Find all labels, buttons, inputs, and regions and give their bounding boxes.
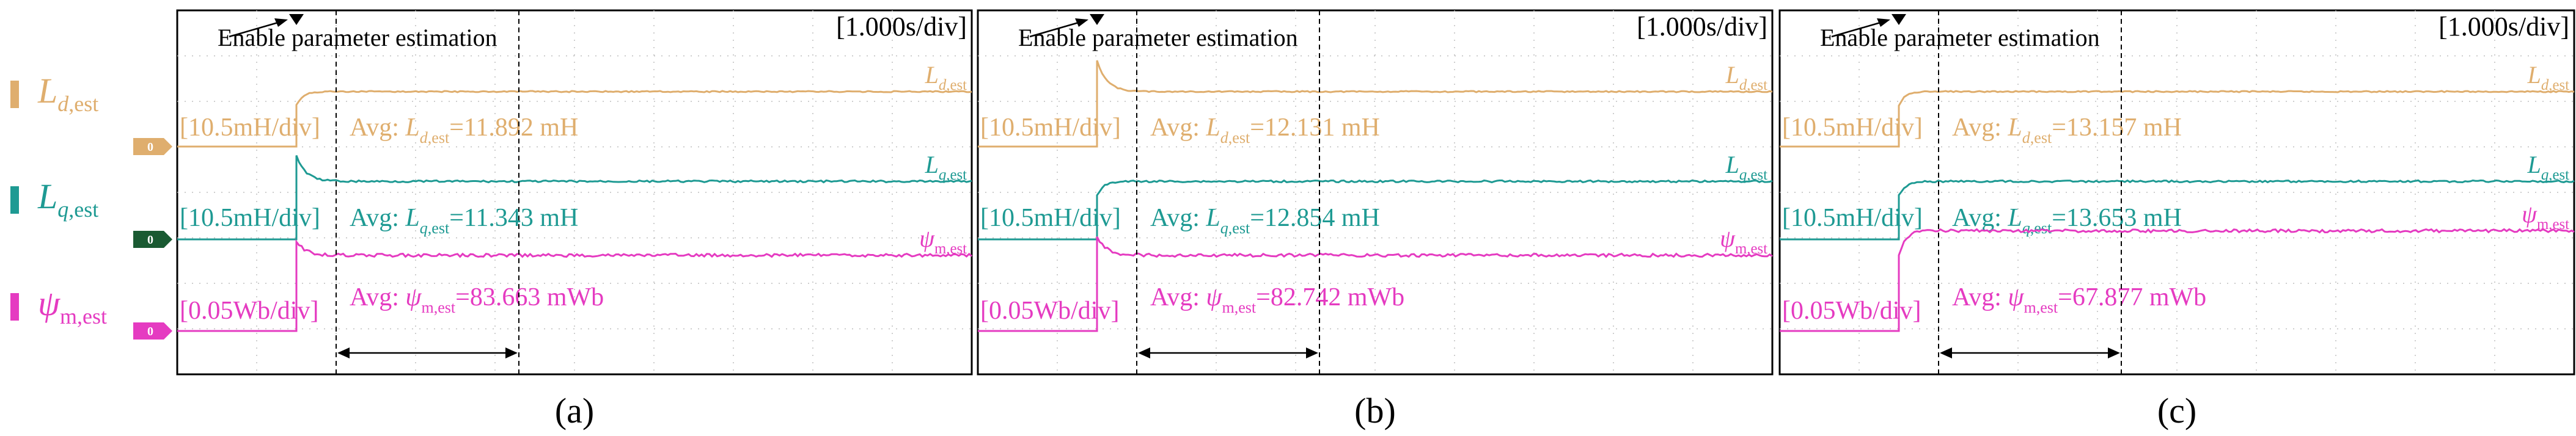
average-value: Avg: Lq,est​=13.653 mH <box>1952 204 2182 237</box>
arrow-head-right <box>2108 347 2120 358</box>
trigger-marker <box>1892 14 1906 25</box>
legend-swatch <box>10 186 19 214</box>
legend-item-0: Ld,est <box>10 71 98 116</box>
ground-marker-label: 0 <box>147 233 153 247</box>
trigger-marker <box>1090 14 1104 25</box>
ground-marker-label: 0 <box>147 325 153 338</box>
panel-caption: (a) <box>555 391 594 431</box>
arrow-head-left <box>1940 347 1952 358</box>
legend-label: Lq,est <box>37 176 98 222</box>
legend-swatch <box>10 81 19 108</box>
trace-Ld,est <box>978 60 1773 148</box>
average-value: Avg: Lq,est​=12.854 mH <box>1150 204 1380 237</box>
arrow-head-right <box>1306 347 1318 358</box>
scope-panel-1: Ld,est​ [10.5mH/div] Avg: Ld,est​=11.892 m… <box>176 9 973 376</box>
average-value: Avg: Lq,est​=11.343 mH <box>350 204 578 237</box>
trace-label: ψm,est​ <box>2522 200 2569 233</box>
annotation-arrow <box>1831 20 1887 38</box>
trace-label: Lq,est​ <box>925 151 967 183</box>
average-value: Avg: Ld,est​=13.157 mH <box>1952 114 2182 147</box>
enable-annotation: Enable parameter estimation <box>1820 24 2100 51</box>
scope-panel-2: Ld,est​ [10.5mH/div] Avg: Ld,est​=12.131 m… <box>977 9 1774 376</box>
scale-label: [0.05Wb/div] <box>180 297 318 325</box>
trace-label: Lq,est​ <box>2527 151 2570 183</box>
trace-psi_m,est <box>177 239 972 332</box>
scale-label: [10.5mH/div] <box>1782 114 1923 142</box>
trace-label: Ld,est​ <box>925 61 967 93</box>
arrow-head-left <box>1138 347 1150 358</box>
trace-label: Ld,est​ <box>1725 61 1768 93</box>
trace-Lq,est <box>177 155 972 241</box>
legend-label: Ld,est <box>37 71 98 116</box>
legend-item-1: Lq,est <box>10 176 98 222</box>
scope-grid <box>978 10 1772 374</box>
trace-psi_m,est <box>978 236 1773 332</box>
trace-Ld,est <box>177 90 972 148</box>
channel-marker-1: 0 <box>133 231 172 248</box>
average-value: Avg: ψm,est​=67.877 mWb <box>1952 283 2206 316</box>
annotation-arrow <box>1029 20 1085 38</box>
enable-annotation: Enable parameter estimation <box>218 24 497 51</box>
timescale-label: [1.000s/div] <box>836 12 967 42</box>
scope-grid <box>1780 10 2574 374</box>
ground-marker-shape <box>133 231 172 248</box>
average-value: Avg: ψm,est​=83.663 mWb <box>350 283 604 316</box>
panel-caption: (c) <box>2157 391 2196 431</box>
annotation-arrow-head <box>1877 18 1890 27</box>
annotation-arrow <box>229 20 285 38</box>
annotation-arrow-head <box>274 18 288 27</box>
scale-label: [10.5mH/div] <box>980 114 1121 142</box>
average-value: Avg: ψm,est​=82.742 mWb <box>1150 283 1404 316</box>
average-value: Avg: Ld,est​=11.892 mH <box>350 114 578 147</box>
trace-label: ψm,est​ <box>919 225 967 257</box>
trace-label: ψm,est​ <box>1720 225 1767 257</box>
panel-caption: (b) <box>1354 391 1396 431</box>
channel-marker-2: 0 <box>133 322 172 340</box>
scale-label: [10.5mH/div] <box>180 114 320 142</box>
scale-label: [0.05Wb/div] <box>980 297 1119 325</box>
trace-Lq,est <box>978 179 1773 241</box>
scope-grid <box>177 10 972 374</box>
scale-label: [10.5mH/div] <box>180 204 320 232</box>
timescale-label: [1.000s/div] <box>2438 12 2569 42</box>
trace-Ld,est <box>1780 90 2575 148</box>
average-value: Avg: Ld,est​=12.131 mH <box>1150 114 1380 147</box>
scale-label: [0.05Wb/div] <box>1782 297 1921 325</box>
ground-marker-shape <box>133 322 172 340</box>
trace-label: Lq,est​ <box>1725 151 1768 183</box>
trace-psi_m,est <box>1780 228 2575 332</box>
annotation-arrow-head <box>1075 18 1088 27</box>
timescale-label: [1.000s/div] <box>1637 12 1767 42</box>
arrow-head-right <box>505 347 518 358</box>
legend-swatch <box>10 293 19 321</box>
legend-item-2: ψm,est <box>10 283 107 329</box>
channel-marker-0: 0 <box>133 138 172 155</box>
trace-Lq,est <box>1780 179 2575 241</box>
trigger-marker <box>289 14 304 25</box>
trace-label: Ld,est​ <box>2527 61 2570 93</box>
scale-label: [10.5mH/div] <box>1782 204 1923 232</box>
enable-annotation: Enable parameter estimation <box>1018 24 1298 51</box>
legend-label: ψm,est <box>38 283 107 329</box>
scale-label: [10.5mH/div] <box>980 204 1121 232</box>
ground-marker-shape <box>133 138 172 155</box>
scope-panel-3: Ld,est​ [10.5mH/div] Avg: Ld,est​=13.157 m… <box>1778 9 2575 376</box>
ground-marker-label: 0 <box>147 140 153 154</box>
arrow-head-left <box>337 347 350 358</box>
